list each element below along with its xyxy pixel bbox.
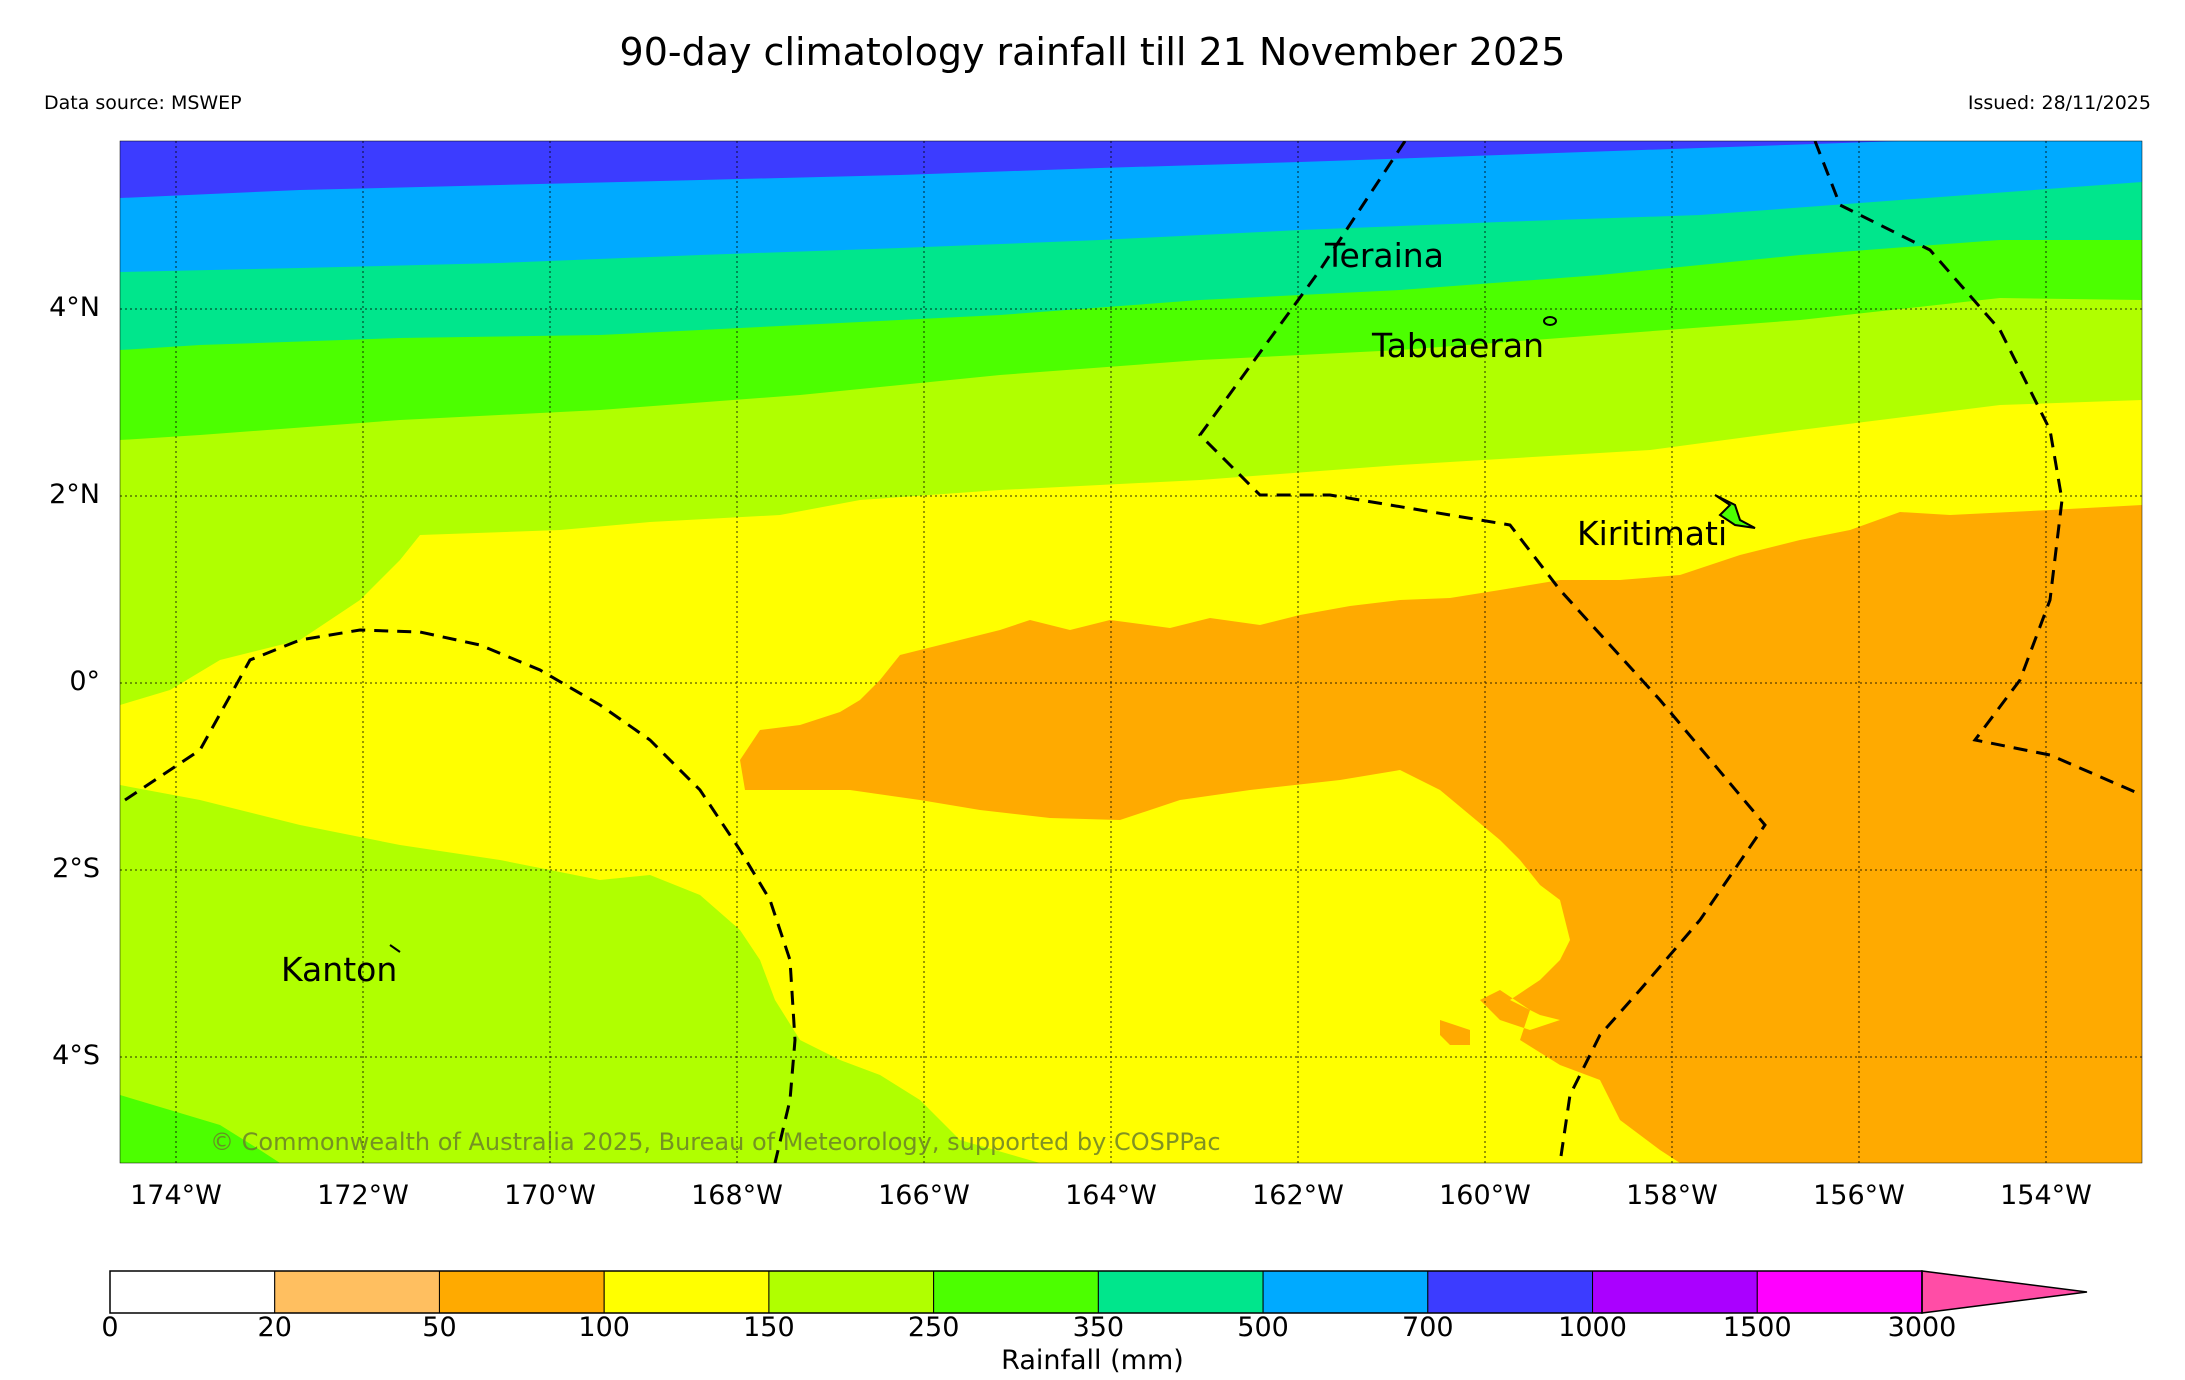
- band-1000-1500: [120, 141, 1900, 198]
- lon-label-168w: 168°W: [691, 1180, 783, 1211]
- colorbar-segment: [438, 1270, 605, 1314]
- lon-label-166w: 166°W: [878, 1180, 970, 1211]
- orange-patch-west: [1040, 640, 1140, 740]
- eez-boundary-east: [1813, 141, 2142, 797]
- colorbar-segment: [768, 1270, 935, 1314]
- lon-label-158w: 158°W: [1626, 1180, 1718, 1211]
- kiritimati-outline: [1714, 494, 1756, 529]
- copyright-notice: © Commonwealth of Australia 2025, Bureau…: [210, 1128, 1221, 1156]
- colorbar-tick-label: 500: [1237, 1312, 1289, 1343]
- colorbar-tick-label: 700: [1402, 1312, 1454, 1343]
- lat-label-0: 0°: [69, 666, 100, 697]
- colorbar-tick-label: 20: [257, 1312, 292, 1343]
- colorbar-segment: [603, 1270, 770, 1314]
- colorbar-segment: [1756, 1270, 1923, 1314]
- colorbar-segment: [933, 1270, 1099, 1314]
- colorbar-segment: [1427, 1270, 1594, 1314]
- eez-boundary-phoenix: [124, 628, 797, 1163]
- colorbar-extend-arrow: [1921, 1270, 2088, 1314]
- colorbar-tick-label: 1500: [1722, 1312, 1792, 1343]
- colorbar-tick-label: 350: [1072, 1312, 1125, 1343]
- lon-label-160w: 160°W: [1439, 1180, 1531, 1211]
- orange-patch-small: [1440, 1020, 1470, 1045]
- lon-label-162w: 162°W: [1252, 1180, 1344, 1211]
- place-label-tabuaeran: Tabuaeran: [1372, 326, 1545, 365]
- lon-label-154w: 154°W: [2000, 1180, 2092, 1211]
- colorbar-tick-label: 3000: [1887, 1312, 1957, 1343]
- lat-label-4s: 4°S: [52, 1040, 100, 1071]
- lon-label-170w: 170°W: [504, 1180, 596, 1211]
- issued-date-label: Issued: 28/11/2025: [1967, 92, 2151, 114]
- lon-label-174w: 174°W: [130, 1180, 222, 1211]
- lat-label-4n: 4°N: [49, 292, 100, 323]
- colorbar-tick-label: 100: [578, 1312, 630, 1343]
- colorbar-tick-label: 1000: [1558, 1312, 1627, 1343]
- band-southwest-250: [120, 785, 1040, 1163]
- data-source-label: Data source: MSWEP: [44, 92, 242, 114]
- colorbar-tick-label: 0: [101, 1312, 119, 1343]
- colorbar-segment: [274, 1270, 440, 1314]
- colorbar-tick-label: 150: [743, 1312, 795, 1343]
- map-title: 90-day climatology rainfall till 21 Nove…: [619, 30, 1566, 74]
- colorbar-segment: [1592, 1270, 1758, 1314]
- place-label-kanton: Kanton: [281, 950, 398, 989]
- eez-boundary-line-islands: [1198, 141, 1767, 1163]
- colorbar: [109, 1270, 2088, 1314]
- band-southwest-350: [120, 1095, 280, 1163]
- colorbar-tick-label: 250: [907, 1312, 960, 1343]
- colorbar-segment: [1097, 1270, 1264, 1314]
- tabuaeran-outline: [1543, 316, 1557, 326]
- lon-label-156w: 156°W: [1813, 1180, 1905, 1211]
- lat-label-2s: 2°S: [52, 853, 100, 884]
- place-label-teraina: Teraina: [1325, 236, 1444, 275]
- colorbar-label: Rainfall (mm): [1001, 1345, 1184, 1376]
- colorbar-tick-label: 50: [422, 1312, 457, 1343]
- colorbar-segment: [1262, 1270, 1429, 1314]
- lon-label-172w: 172°W: [317, 1180, 409, 1211]
- lon-label-164w: 164°W: [1065, 1180, 1157, 1211]
- place-label-kiritimati: Kiritimati: [1577, 514, 1728, 553]
- lat-label-2n: 2°N: [49, 479, 100, 510]
- colorbar-segment: [109, 1270, 276, 1314]
